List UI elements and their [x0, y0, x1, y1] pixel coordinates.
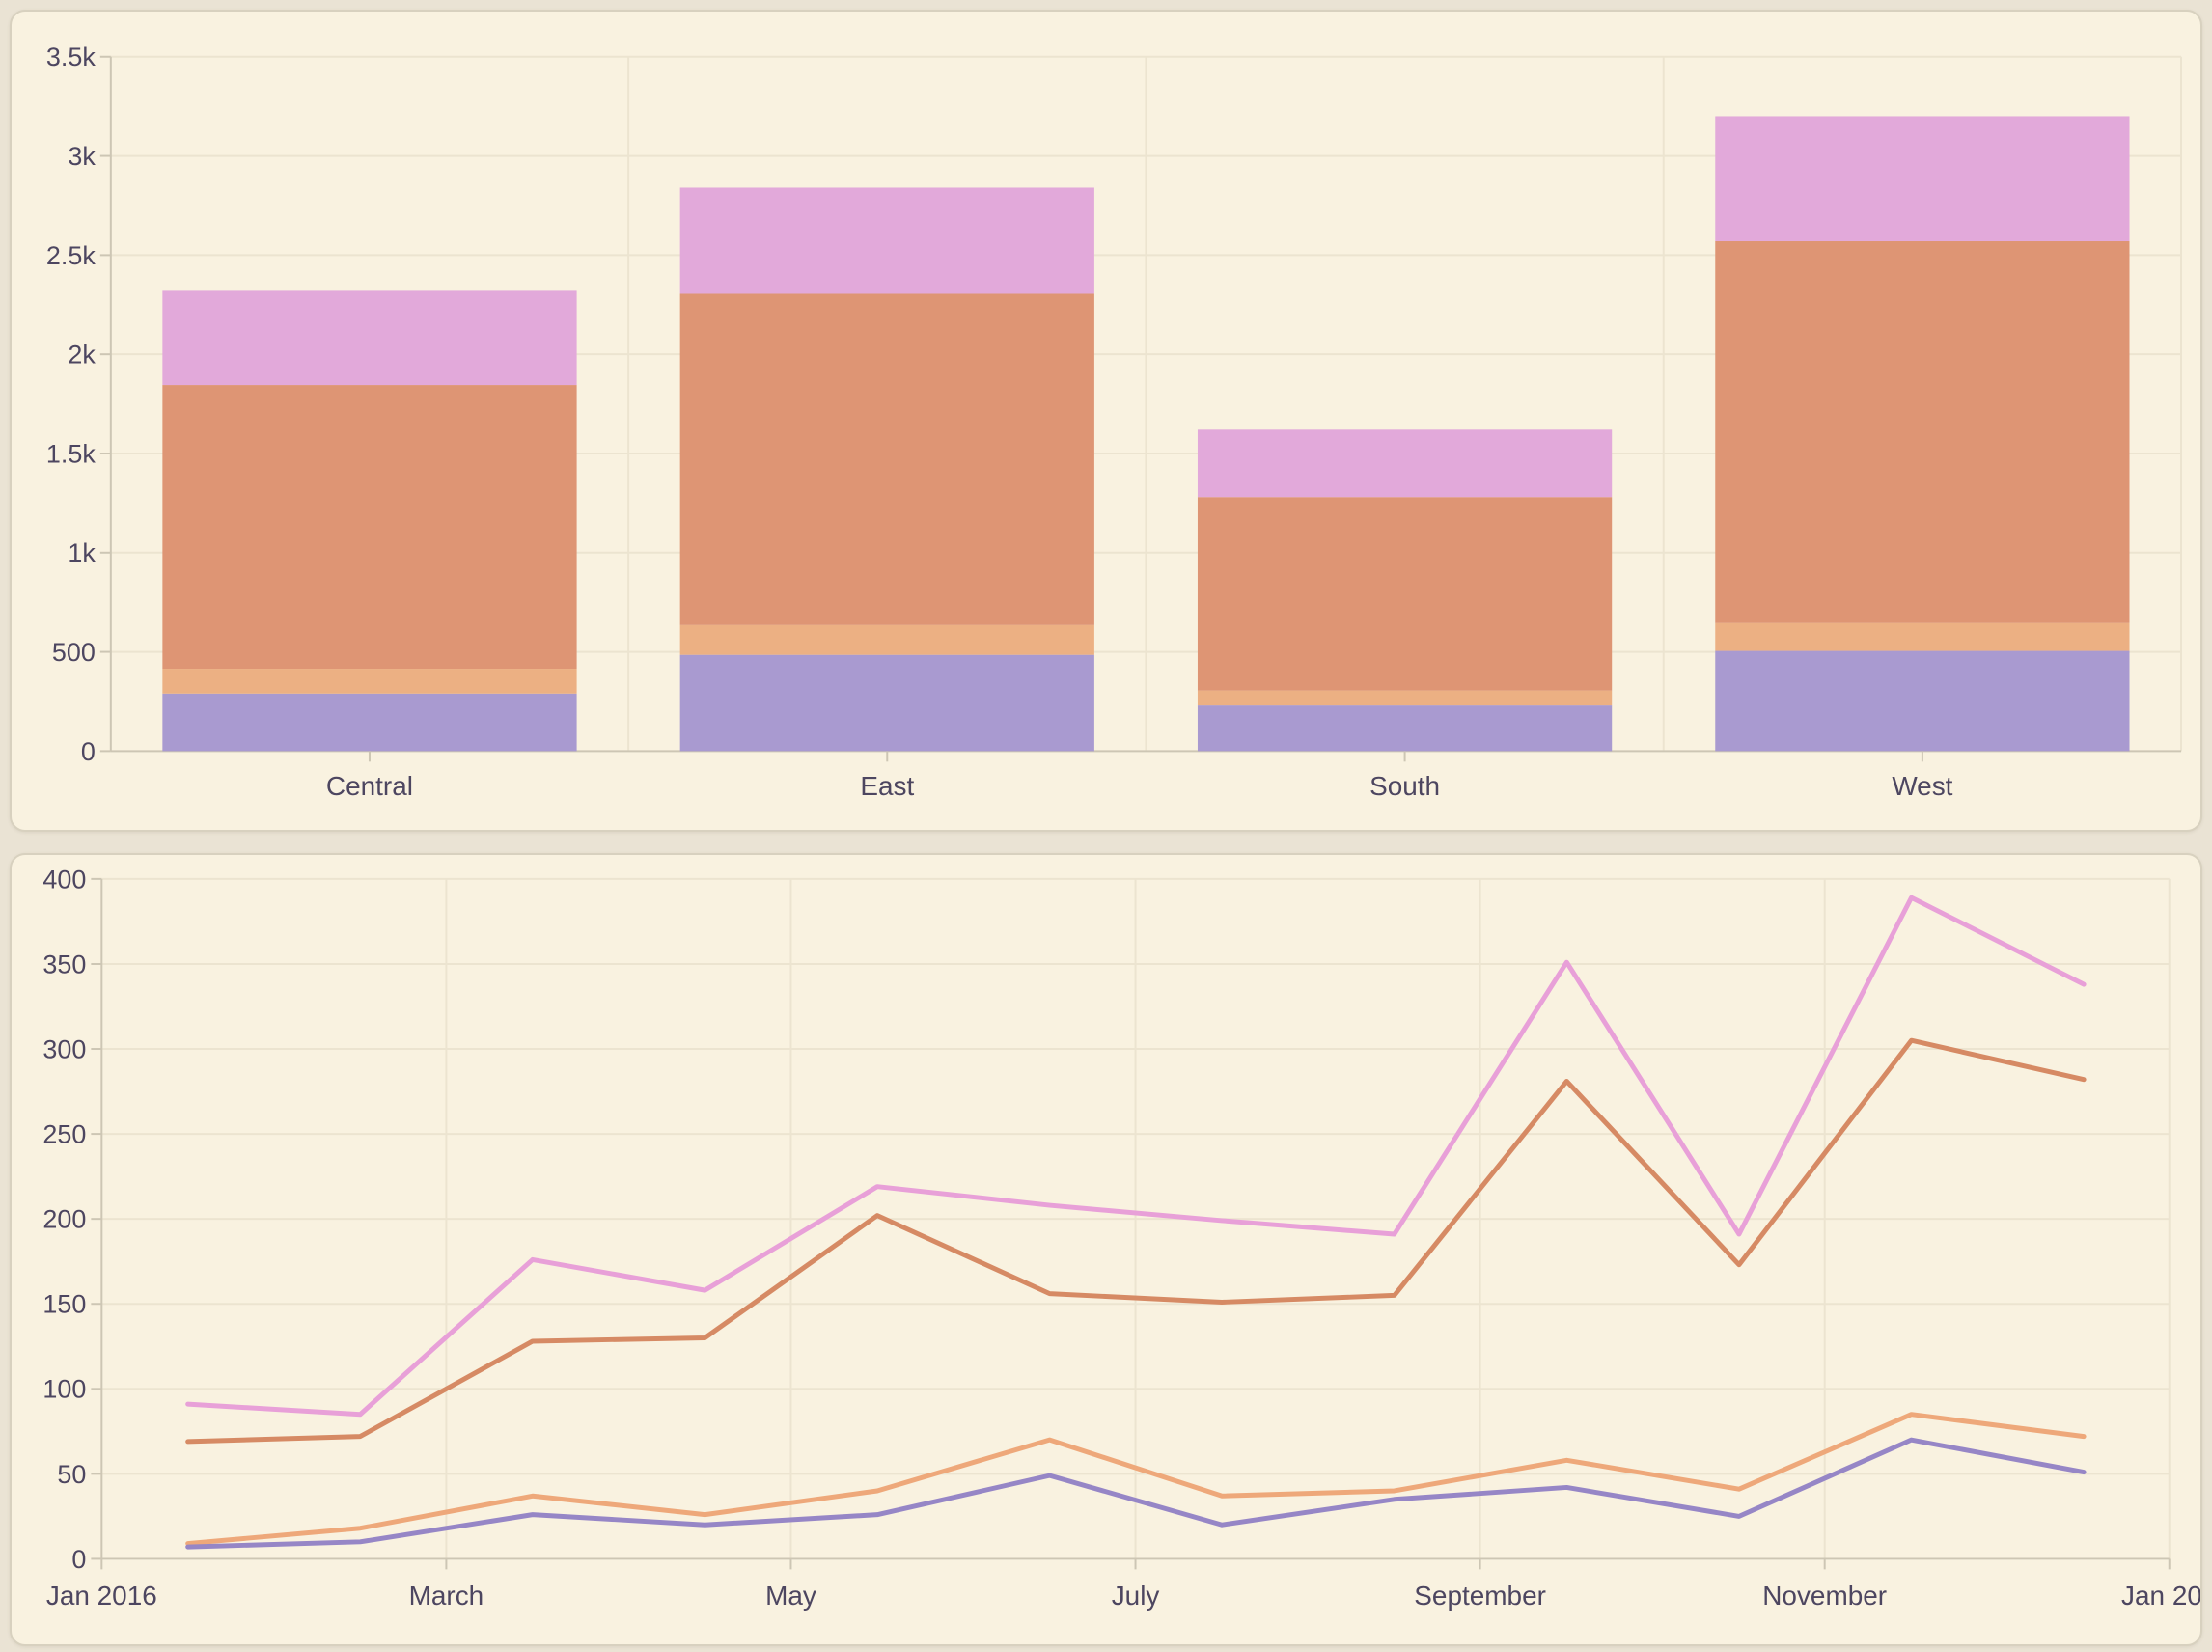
category-label: East [860, 771, 914, 801]
y-axis-label: 3.5k [46, 42, 96, 71]
y-axis-label: 200 [42, 1205, 86, 1234]
x-axis-label: November [1762, 1581, 1887, 1611]
bar-segment-east-tan[interactable] [679, 624, 1094, 655]
x-axis-label: September [1414, 1581, 1546, 1611]
x-axis-label: Jan 2016 [46, 1581, 157, 1611]
y-axis-label: 1.5k [46, 439, 96, 468]
y-axis-label: 500 [52, 638, 96, 667]
category-label: South [1369, 771, 1440, 801]
line-series-tan[interactable] [185, 1412, 2087, 1547]
bar-segment-central-salmon[interactable] [162, 385, 577, 670]
x-axis-label: March [409, 1581, 484, 1611]
y-axis-label: 150 [42, 1290, 86, 1319]
x-axis-label: Jan 201 [2121, 1581, 2200, 1611]
bar-segment-south-salmon[interactable] [1197, 497, 1613, 691]
y-axis-label: 350 [42, 950, 86, 978]
bar-segment-west-tan[interactable] [1715, 622, 2130, 651]
category-label: West [1892, 771, 1952, 801]
bar-segment-west-pink[interactable] [1715, 116, 2130, 241]
x-axis-label: May [765, 1581, 816, 1611]
y-axis-label: 400 [42, 865, 86, 894]
bar-segment-east-salmon[interactable] [679, 293, 1094, 625]
y-axis-label: 50 [57, 1460, 86, 1489]
bar-segment-central-purple[interactable] [162, 693, 577, 752]
bar-segment-central-pink[interactable] [162, 290, 577, 386]
y-axis-label: 100 [42, 1375, 86, 1404]
bar-segment-east-purple[interactable] [679, 654, 1094, 752]
y-axis-label: 3k [68, 142, 96, 171]
y-axis-label: 0 [81, 737, 96, 766]
y-axis-label: 2k [68, 341, 96, 370]
y-axis-label: 1k [68, 538, 96, 567]
y-axis-label: 2.5k [46, 241, 96, 270]
line-series-pink[interactable] [185, 895, 2087, 1418]
y-axis-label: 250 [42, 1120, 86, 1149]
line-series-salmon[interactable] [185, 1037, 2087, 1445]
bar-segment-west-purple[interactable] [1715, 650, 2130, 752]
bar-segment-central-tan[interactable] [162, 669, 577, 694]
bar-segment-west-salmon[interactable] [1715, 240, 2130, 623]
category-label: Central [326, 771, 413, 801]
y-axis-label: 0 [71, 1545, 86, 1574]
bar-segment-east-pink[interactable] [679, 187, 1094, 294]
bar-segment-south-pink[interactable] [1197, 429, 1613, 498]
line-chart[interactable]: 0 50 100 150 200 250 300 350 400 Jan 2016 March May… [12, 855, 2200, 1644]
stacked-bar-chart[interactable]: 0 500 1k 1.5k 2k 2.5k 3k 3.5k Central East South We… [12, 12, 2200, 830]
y-axis-label: 300 [42, 1034, 86, 1063]
bar-chart-card: 0 500 1k 1.5k 2k 2.5k 3k 3.5k Central East South We… [10, 10, 2202, 832]
line-series-purple[interactable] [185, 1437, 2087, 1550]
line-chart-card: 0 50 100 150 200 250 300 350 400 Jan 2016 March May… [10, 853, 2202, 1646]
bar-segment-south-purple[interactable] [1197, 705, 1613, 752]
x-axis-label: July [1112, 1581, 1160, 1611]
bar-segment-south-tan[interactable] [1197, 690, 1613, 706]
